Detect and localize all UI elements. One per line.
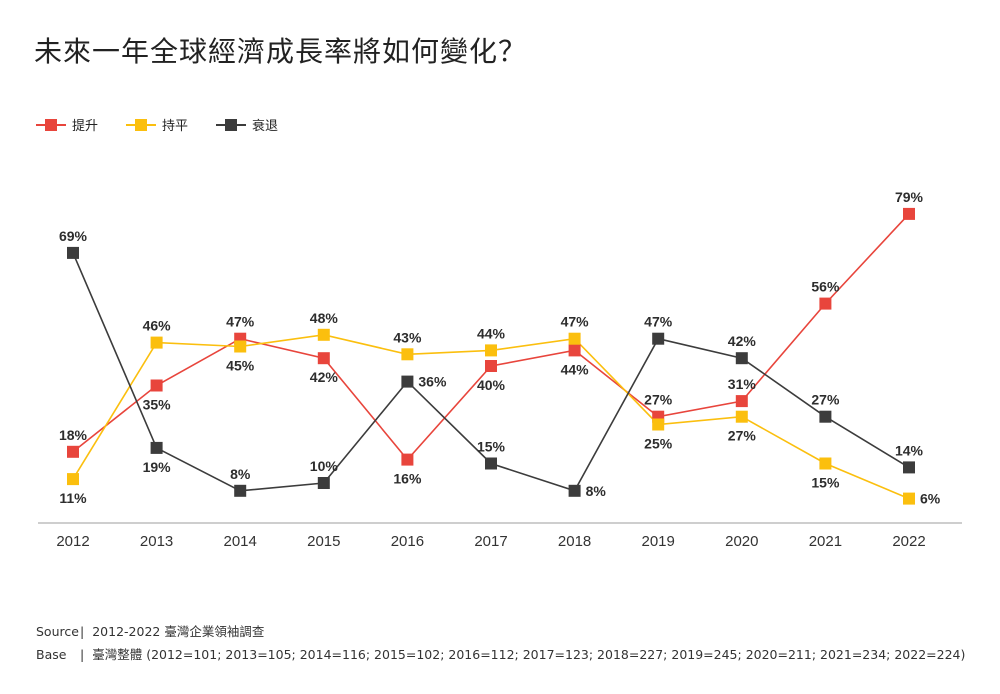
data-point [568, 332, 581, 345]
data-point [819, 297, 832, 310]
x-tick-label: 2015 [307, 533, 340, 550]
data-label: 15% [811, 475, 840, 491]
data-label: 69% [59, 228, 88, 244]
data-point [401, 348, 414, 361]
data-point [67, 473, 79, 486]
data-point [903, 461, 915, 474]
footer-source: Source| 2012-2022 臺灣企業領袖調查 [36, 621, 264, 640]
data-label: 44% [477, 325, 506, 341]
base-separator: | [80, 647, 85, 662]
data-point [401, 375, 414, 388]
data-label: 48% [310, 310, 339, 326]
source-text: 2012-2022 臺灣企業領袖調查 [92, 624, 265, 639]
x-tick-label: 2014 [224, 533, 257, 550]
data-point [735, 352, 748, 365]
data-label: 47% [226, 314, 255, 330]
series-line-持平 [72, 333, 910, 500]
data-point [819, 410, 832, 423]
legend-swatch [36, 118, 66, 132]
legend-item: 提升 [36, 115, 98, 134]
x-tick-label: 2018 [558, 533, 591, 550]
base-label: Base [36, 647, 67, 662]
data-label: 8% [230, 466, 251, 482]
data-label: 44% [561, 361, 590, 377]
data-label: 25% [644, 436, 673, 452]
data-label: 79% [895, 189, 924, 205]
data-point [819, 457, 832, 470]
data-point [150, 379, 163, 392]
data-label: 45% [226, 358, 255, 374]
x-tick-label: 2017 [474, 533, 507, 550]
data-label: 18% [59, 427, 88, 443]
data-point [150, 441, 163, 454]
data-point [401, 453, 414, 466]
legend-swatch [126, 118, 157, 132]
legend-item: 衰退 [216, 115, 278, 134]
data-label: 35% [143, 397, 172, 413]
legend-item: 持平 [126, 115, 188, 134]
data-label: 27% [811, 392, 840, 408]
data-label: 8% [586, 483, 607, 499]
data-label: 15% [477, 439, 506, 455]
data-label: 31% [728, 376, 757, 392]
data-label: 19% [143, 459, 172, 475]
data-point [568, 344, 581, 357]
data-label: 27% [728, 428, 757, 444]
data-label: 46% [143, 318, 172, 334]
x-tick-label: 2013 [140, 533, 173, 550]
source-separator: | [80, 624, 85, 639]
data-point [67, 246, 79, 259]
legend-label: 衰退 [252, 119, 279, 134]
data-point [485, 457, 497, 470]
data-point [317, 477, 330, 489]
data-label: 16% [393, 471, 422, 487]
data-label: 43% [393, 329, 422, 345]
data-label: 47% [644, 314, 673, 330]
data-point [317, 328, 330, 341]
legend-marker [45, 118, 57, 131]
data-point [568, 484, 581, 497]
data-point [485, 360, 497, 372]
legend: 提升 持平 衰退 [36, 115, 278, 134]
x-tick-label: 2019 [642, 533, 675, 550]
data-point [652, 332, 665, 345]
footer-base: Base | 臺灣整體 (2012=101; 2013=105; 2014=116;… [36, 644, 965, 663]
data-point [735, 395, 748, 408]
base-text: 臺灣整體 (2012=101; 2013=105; 2014=116; 2015… [92, 647, 966, 662]
chart-title: 未來一年全球經濟成長率將如何變化？ [34, 35, 528, 68]
legend-marker [225, 118, 238, 131]
data-label: 56% [811, 279, 840, 295]
data-point [317, 352, 330, 365]
x-tick-label: 2012 [56, 533, 89, 550]
data-point [67, 445, 79, 458]
data-point [735, 410, 748, 423]
legend-swatch [216, 118, 247, 132]
x-tick-label: 2016 [391, 533, 424, 550]
legend-marker [135, 118, 148, 131]
data-point [150, 336, 163, 349]
data-point [903, 207, 915, 220]
data-label: 11% [59, 490, 87, 506]
data-label: 42% [310, 369, 339, 385]
data-label: 42% [728, 333, 757, 349]
data-point [485, 344, 497, 357]
data-point [903, 492, 915, 505]
source-label: Source [36, 624, 79, 639]
legend-label: 提升 [72, 119, 99, 134]
data-label: 27% [644, 392, 673, 408]
data-label: 14% [895, 442, 924, 458]
x-tick-label: 2021 [809, 533, 842, 550]
data-label: 6% [920, 491, 941, 507]
data-point [652, 418, 665, 431]
x-tick-label: 2020 [725, 533, 758, 550]
data-label: 36% [418, 374, 447, 390]
legend-label: 持平 [162, 119, 189, 134]
data-point [234, 484, 247, 497]
data-point [234, 340, 247, 353]
data-label: 40% [477, 377, 506, 393]
x-tick-label: 2022 [892, 533, 925, 550]
data-label: 47% [561, 314, 590, 330]
data-label: 10% [310, 458, 339, 474]
